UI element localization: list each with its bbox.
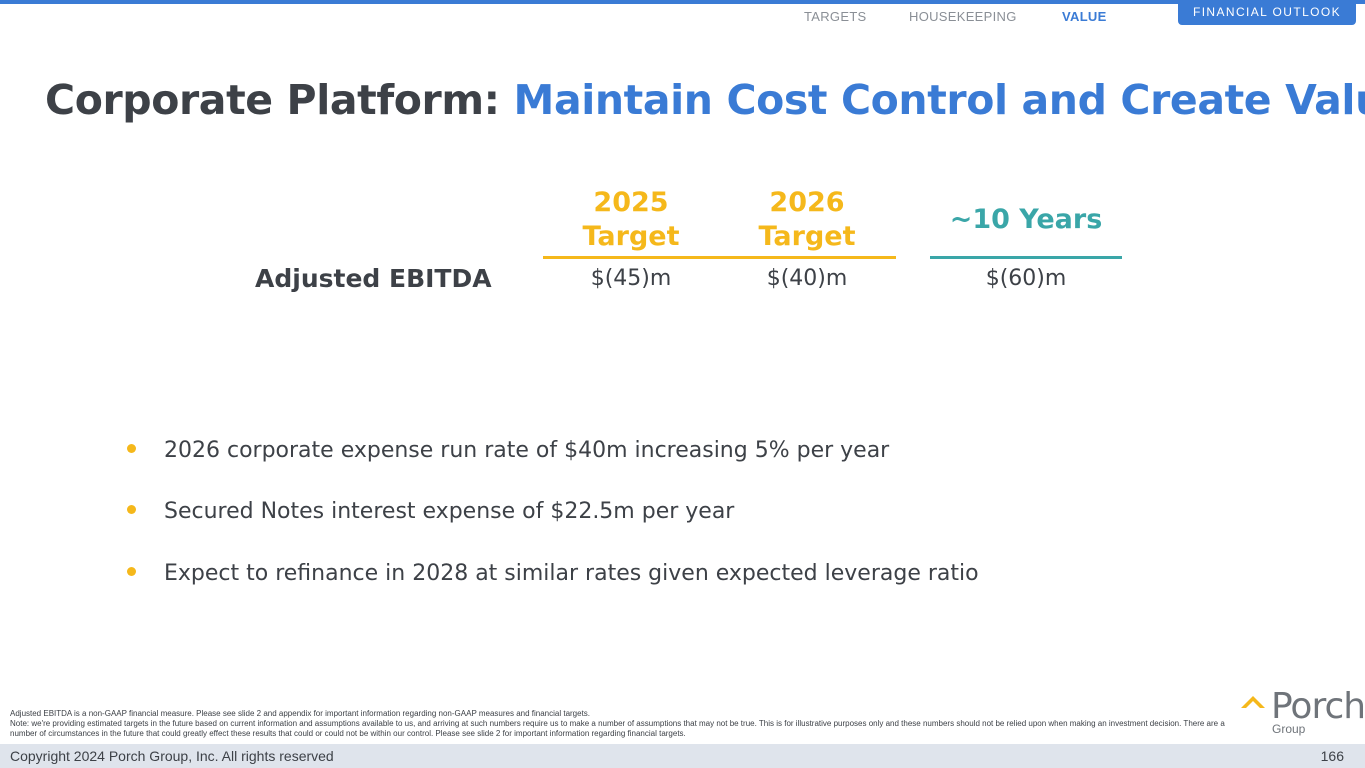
nav-value[interactable]: VALUE (1062, 9, 1107, 24)
footer-bar: Copyright 2024 Porch Group, Inc. All rig… (0, 744, 1365, 768)
logo-wordmark: Porch (1271, 686, 1365, 727)
footnote-disclaimer: Note: we're providing estimated targets … (10, 719, 1225, 738)
col-2026-year: 2026 (769, 187, 845, 218)
col-2025-label: Target (582, 221, 680, 252)
bullet-item: Expect to refinance in 2028 at similar r… (164, 561, 979, 586)
page-title: Corporate Platform: Maintain Cost Contro… (45, 76, 1365, 124)
target-divider (543, 256, 896, 259)
section-badge: FINANCIAL OUTLOOK (1178, 0, 1356, 25)
title-prefix: Corporate Platform: (45, 76, 500, 124)
top-accent-bar (0, 0, 1365, 4)
value-2026: $(40)m (766, 266, 848, 291)
bullet-item: Secured Notes interest expense of $22.5m… (164, 499, 735, 524)
page-number: 166 (1320, 748, 1344, 764)
row-label-adjusted-ebitda: Adjusted EBITDA (255, 264, 492, 293)
value-10-years: $(60)m (985, 266, 1067, 291)
bullet-dot (127, 505, 136, 514)
value-2025: $(45)m (590, 266, 672, 291)
bullet-dot (127, 567, 136, 576)
col-2026-label: Target (758, 221, 856, 252)
col-10-years: ~10 Years (949, 204, 1103, 235)
nav-targets[interactable]: TARGETS (804, 9, 867, 24)
long-term-divider (930, 256, 1122, 259)
roof-icon (1241, 696, 1265, 708)
col-2026-target: 2026 Target (732, 186, 882, 254)
bullet-dot (127, 444, 136, 453)
title-highlight: Maintain Cost Control and Create Value (513, 76, 1365, 124)
col-2025-year: 2025 (593, 187, 669, 218)
nav-housekeeping[interactable]: HOUSEKEEPING (909, 9, 1017, 24)
logo-subtitle: Group (1272, 722, 1306, 736)
col-2025-target: 2025 Target (556, 186, 706, 254)
footnotes: Adjusted EBITDA is a non-GAAP financial … (10, 709, 1225, 739)
footnote-non-gaap: Adjusted EBITDA is a non-GAAP financial … (10, 709, 591, 718)
porch-group-logo: Porch Group (1240, 686, 1365, 738)
copyright-text: Copyright 2024 Porch Group, Inc. All rig… (10, 748, 334, 764)
bullet-item: 2026 corporate expense run rate of $40m … (164, 438, 890, 463)
